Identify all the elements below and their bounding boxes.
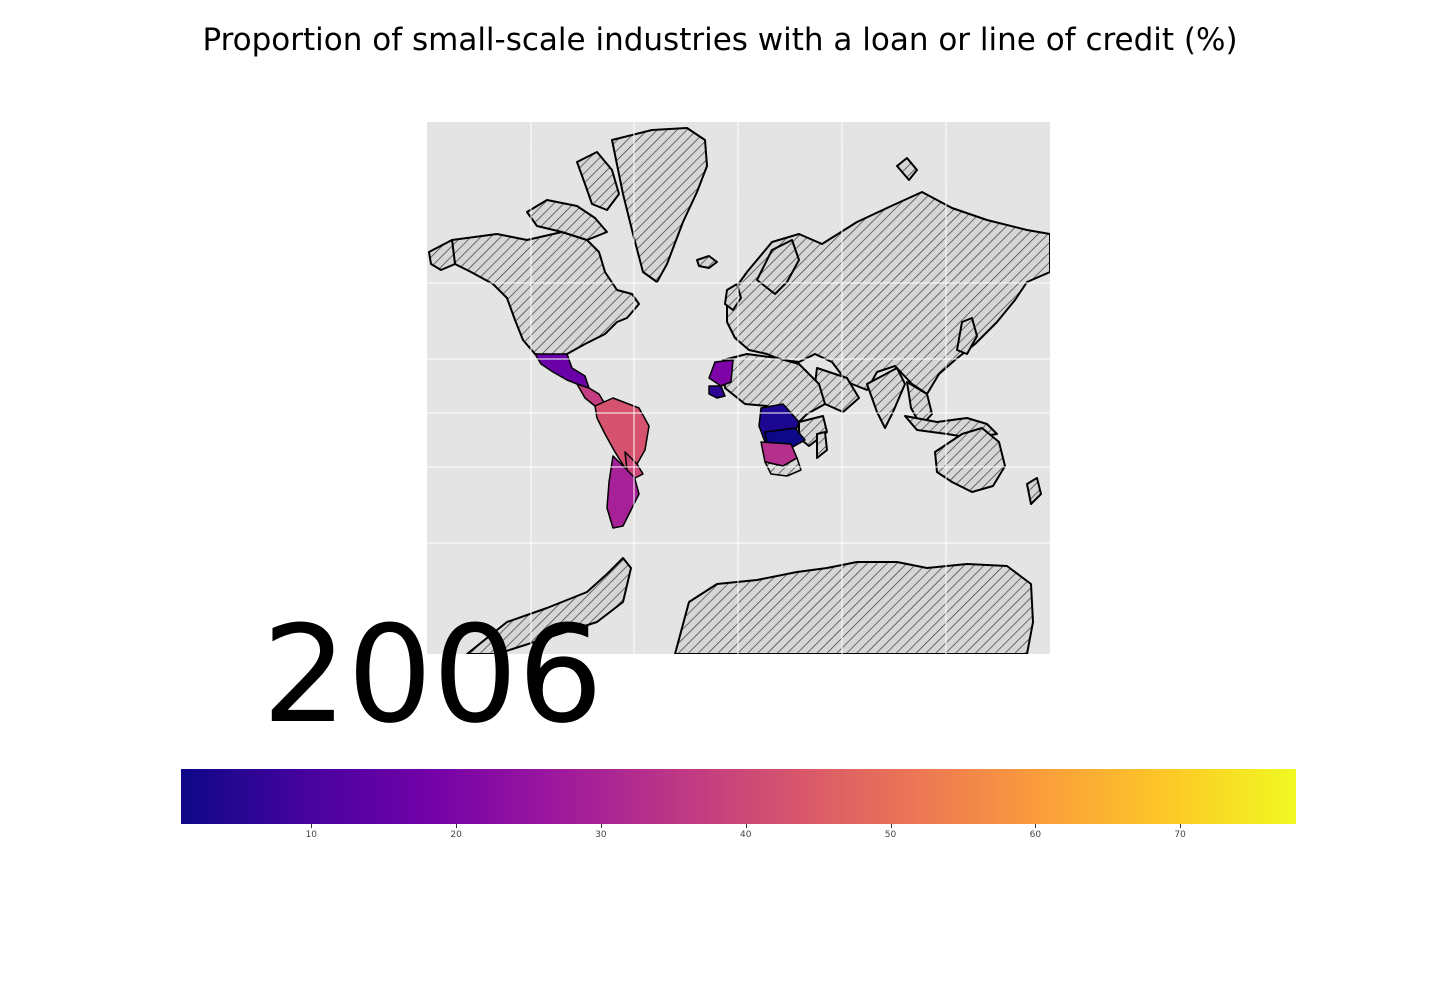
colorbar-tick	[600, 824, 602, 828]
map-svg	[427, 122, 1050, 654]
colorbar-tick	[456, 824, 458, 828]
great-britain	[724, 283, 742, 311]
scandinavia	[756, 239, 800, 295]
new-zealand	[1026, 477, 1042, 505]
region-senegal-mali	[708, 359, 734, 387]
colorbar-tick	[745, 824, 747, 828]
madagascar	[816, 431, 828, 459]
canadian-archipelago	[526, 199, 608, 241]
alaska	[428, 239, 456, 271]
map-title: Proportion of small-scale industries wit…	[202, 22, 1238, 58]
greenland	[611, 127, 708, 283]
colorbar-ticks: 10 20 30 40 50 60 70	[181, 824, 1296, 848]
colorbar-tick-label: 30	[595, 830, 607, 840]
colorbar-tick-label: 50	[884, 830, 897, 840]
colorbar-tick-label: 20	[450, 830, 462, 840]
india	[866, 367, 906, 429]
antarctic-peninsula	[466, 557, 632, 654]
colorbar-tick-label: 40	[740, 830, 752, 840]
colorbar-tick-label: 70	[1174, 830, 1186, 840]
region-guinea	[708, 385, 726, 399]
world-map	[427, 122, 1050, 654]
colorbar-tick	[1180, 824, 1182, 828]
colorbar-tick	[1035, 824, 1037, 828]
colorbar-tick-label: 10	[305, 830, 318, 840]
colorbar-tick	[311, 824, 313, 828]
colorbar	[181, 769, 1296, 824]
africa-north	[722, 353, 826, 423]
japan	[956, 317, 978, 355]
baffin-island	[576, 151, 620, 211]
antarctica	[674, 561, 1034, 654]
australia	[934, 427, 1006, 493]
year-label: 2006	[262, 597, 604, 753]
novaya-zemlya	[896, 157, 918, 181]
iceland	[696, 255, 718, 269]
colorbar-tick	[890, 824, 892, 828]
colorbar-tick-label: 60	[1029, 830, 1042, 840]
